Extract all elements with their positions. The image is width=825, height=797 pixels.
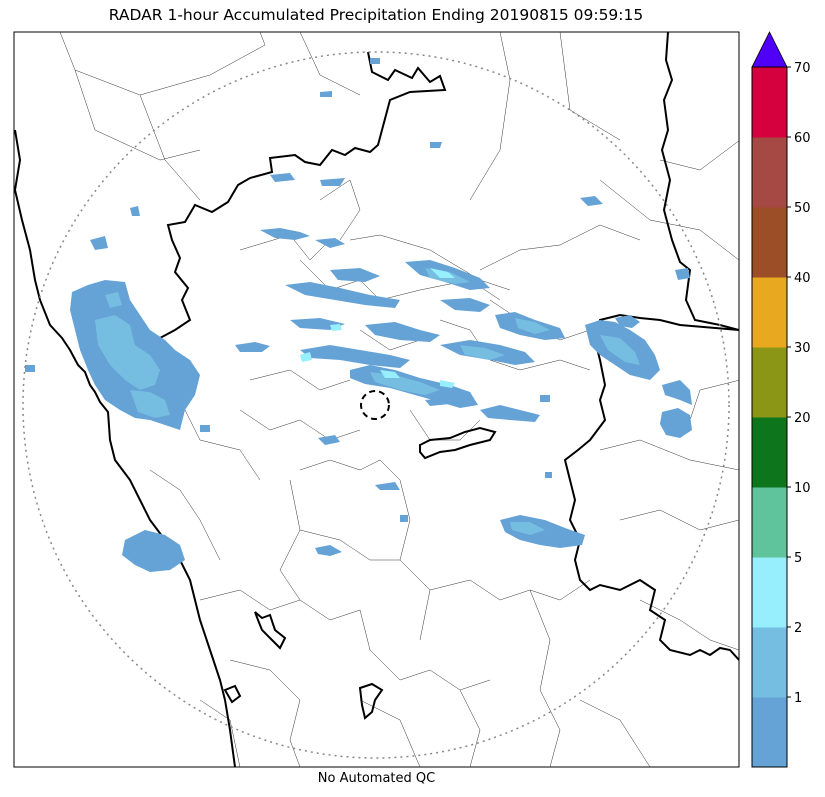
colorbar-tick-label: 1 xyxy=(794,691,802,706)
qc-footer: No Automated QC xyxy=(317,771,436,786)
precip-echoes xyxy=(25,58,692,572)
colorbar-segment xyxy=(752,487,787,558)
colorbar: 1 2 5 10 20 30 40 50 60 70 xyxy=(751,31,811,768)
colorbar-segment xyxy=(752,67,787,138)
district-boundaries xyxy=(59,32,739,767)
precip-echoes-high xyxy=(300,268,455,388)
chart-title: RADAR 1-hour Accumulated Precipitation E… xyxy=(108,6,644,24)
colorbar-segment xyxy=(752,627,787,698)
colorbar-segment xyxy=(752,347,787,418)
radar-site-marker xyxy=(360,390,390,420)
colorbar-tick-label: 10 xyxy=(794,481,811,496)
colorbar-segment xyxy=(752,417,787,488)
colorbar-tick-label: 30 xyxy=(794,341,811,356)
colorbar-segment xyxy=(752,557,787,628)
colorbar-segment xyxy=(752,137,787,208)
colorbar-extend-triangle xyxy=(751,31,788,68)
colorbar-segment xyxy=(752,277,787,348)
colorbar-segment xyxy=(752,697,787,768)
colorbar-tick-label: 5 xyxy=(794,551,802,566)
colorbar-tick-label: 2 xyxy=(794,621,802,636)
colorbar-tick-label: 60 xyxy=(794,131,811,146)
radar-range-ring xyxy=(22,51,730,759)
colorbar-tick-label: 40 xyxy=(794,271,811,286)
colorbar-tick-label: 50 xyxy=(794,201,811,216)
colorbar-tick-label: 70 xyxy=(794,61,811,76)
colorbar-tick-label: 20 xyxy=(794,411,811,426)
colorbar-segment xyxy=(752,207,787,278)
